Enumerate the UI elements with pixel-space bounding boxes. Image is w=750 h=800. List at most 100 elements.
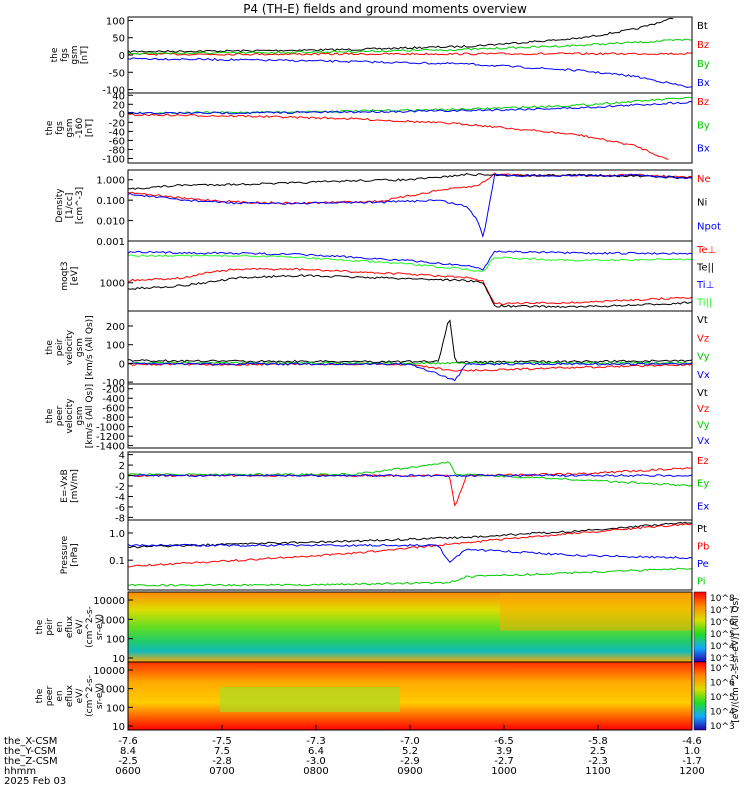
heatmap-region xyxy=(220,687,400,712)
y-tick-label: -20 xyxy=(109,118,125,129)
y-axis-label-line: peir xyxy=(55,338,65,356)
time-row-value: 6.4 xyxy=(308,746,324,757)
colorbar-tick-label: 10^3 xyxy=(710,722,735,732)
time-row-value: -2.3 xyxy=(588,756,608,767)
y-tick-label: -1000 xyxy=(96,423,125,434)
y-tick-label: 100 xyxy=(106,635,125,646)
y-axis-label: Pressure[nPa] xyxy=(60,535,80,574)
colorbar-tick-label: 10^6 xyxy=(710,618,735,628)
date-label: 2025 Feb 03 xyxy=(4,776,66,787)
legend-label: Ez xyxy=(697,456,709,467)
time-row-value: 7.5 xyxy=(214,746,230,757)
y-tick-label: 10000 xyxy=(93,666,125,677)
y-axis-label-line: [nT] xyxy=(85,119,95,137)
time-row-value: -7.3 xyxy=(306,736,326,747)
legend-label: Ti⊥ xyxy=(696,280,714,291)
y-axis-label-line: [1/cc] xyxy=(65,193,75,219)
y-tick-label: -6 xyxy=(115,503,125,514)
y-axis-label-line: [km/s (All Qs)] xyxy=(85,384,95,448)
legend-label: By xyxy=(697,59,710,70)
y-tick-label: -8 xyxy=(115,513,125,524)
y-axis-label-line: [cm^-3] xyxy=(75,187,85,224)
y-tick-label: -100 xyxy=(102,378,125,389)
y-tick-label: -1200 xyxy=(96,432,125,443)
time-row-value: -7.6 xyxy=(118,736,138,747)
time-row-value: -2.9 xyxy=(400,756,420,767)
y-tick-label: 20 xyxy=(112,100,125,111)
time-row-value: -2.5 xyxy=(118,756,138,767)
panel-3: Te⊥ Te|| Ti⊥ Ti|| 1000 moqt3[eV] xyxy=(60,240,716,312)
y-axis-label: thefgsgsm[nT] xyxy=(50,45,90,64)
y-axis-label-line: (cm^2-s- xyxy=(85,606,95,648)
y-axis-label-line: [mV/m] xyxy=(70,469,80,503)
colorbar-tick-label: 10^5 xyxy=(710,693,735,703)
y-tick-label: 50 xyxy=(112,34,125,45)
y-axis-label-line: eflux xyxy=(65,615,75,638)
y-axis-label-line: the xyxy=(45,408,55,423)
time-row-value: 0600 xyxy=(115,766,140,777)
series-line-Bx xyxy=(128,100,693,115)
y-tick-label: 1000 xyxy=(100,279,125,290)
y-tick-label: -40 xyxy=(109,127,125,138)
legend-label: Pb xyxy=(697,542,709,553)
time-row-value: 1.0 xyxy=(684,746,700,757)
legend-label: Bz xyxy=(697,40,709,51)
time-row-label: the_Y-CSM xyxy=(4,746,56,757)
y-axis-label-line: velocity xyxy=(65,329,75,365)
y-axis-label-line: velocity xyxy=(65,398,75,434)
panel-9: 10^7 10^6 10^5 10^4 10^3 10000 1000 100 10 thepee… xyxy=(35,661,735,733)
panel-frame xyxy=(127,383,693,449)
colorbar-tick-label: 10^7 xyxy=(710,664,735,674)
series-line-Pe xyxy=(127,543,693,564)
y-tick-label: 0 xyxy=(119,51,125,62)
colorbar-tick-label: 10^4 xyxy=(710,642,735,652)
legend-label: Pi xyxy=(697,577,706,588)
legend-label: Ey xyxy=(697,479,709,490)
y-axis-label: thepeirvelocitygsm[km/s (All Qs)] xyxy=(45,315,95,379)
y-tick-label: 10000 xyxy=(93,596,125,607)
legend-label: Bz xyxy=(697,97,709,108)
legend-label: Ni xyxy=(697,198,707,209)
y-axis-label-line: en xyxy=(55,621,65,632)
y-axis-label-line: eV/ xyxy=(75,688,85,704)
heatmap-cells xyxy=(128,662,692,730)
series-line-Vt xyxy=(127,319,693,364)
y-axis-label-line: eV/ xyxy=(75,619,85,635)
y-axis-label-line: peer xyxy=(45,685,55,706)
y-axis-label-line: peer xyxy=(55,405,65,426)
series-line-Ne xyxy=(127,172,693,205)
panel-frame xyxy=(127,519,693,591)
time-row-value: -6.5 xyxy=(494,736,514,747)
y-axis-label-line: the xyxy=(35,688,45,703)
y-axis-label: thepeirenefluxeV/(cm^2-s-sr-eV) xyxy=(35,606,105,648)
panel-4: Vt Vz Vy Vx 200 100 0 -100 thepeirvelocitygsm[km… xyxy=(45,310,710,389)
y-axis-label-line: sr-eV) xyxy=(95,614,105,640)
y-tick-label: 200 xyxy=(106,322,125,333)
y-tick-label: 0.010 xyxy=(96,217,125,228)
y-axis-label-line: [km/s (All Qs)] xyxy=(85,315,95,379)
panel-frame xyxy=(127,451,693,521)
legend-label: Vz xyxy=(697,404,709,415)
panel-7: Pt Pb Pe Pi 1.0 0.1 Pressure[nPa] xyxy=(60,519,709,591)
legend-label: Vx xyxy=(697,436,710,447)
time-row-value: 1000 xyxy=(491,766,516,777)
figure-title: P4 (TH-E) fields and ground moments over… xyxy=(243,2,527,16)
legend-label: Te|| xyxy=(696,263,714,274)
series-line-Vx xyxy=(127,362,693,382)
series-line-Pt xyxy=(127,521,693,549)
y-axis-label: thepeervelocitygsm[km/s (All Qs)] xyxy=(45,384,95,448)
time-row-value: -7.5 xyxy=(212,736,232,747)
y-axis-label-line: [eV] xyxy=(70,267,80,286)
panel-6: Ez Ey Ex 420-2-4-6-8 E=-VxB[mV/m] xyxy=(60,451,709,525)
time-row-value: -2.8 xyxy=(212,756,232,767)
y-tick-label: 0 xyxy=(119,109,125,120)
series-line-Pi xyxy=(127,567,693,587)
time-row-label: the_X-CSM xyxy=(4,736,57,747)
y-tick-label: 100 xyxy=(106,341,125,352)
legend-label: Pt xyxy=(697,524,707,535)
y-axis-label: thefgsgsm-160[nT] xyxy=(45,118,95,139)
y-axis-label-line: eflux xyxy=(65,684,75,707)
panel-frame xyxy=(127,310,693,385)
legend-label: Bx xyxy=(697,78,710,89)
